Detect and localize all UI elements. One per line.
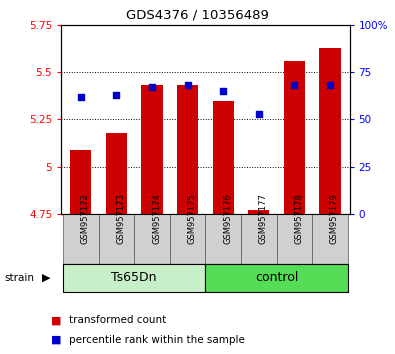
Bar: [177, 85, 198, 214]
Bar: [134, 214, 170, 264]
Point: [149, 85, 155, 90]
Bar: [213, 101, 234, 214]
Bar: [312, 214, 348, 264]
Bar: [70, 150, 92, 214]
Text: ■: ■: [51, 315, 62, 325]
Point: [184, 82, 191, 88]
Point: [291, 82, 297, 88]
Text: transformed count: transformed count: [69, 315, 166, 325]
Text: GSM957178: GSM957178: [294, 193, 303, 244]
Bar: [170, 214, 205, 264]
Bar: [276, 214, 312, 264]
Text: GSM957175: GSM957175: [188, 193, 197, 244]
Bar: [284, 61, 305, 214]
Bar: [106, 133, 127, 214]
Bar: [63, 214, 99, 264]
Point: [220, 88, 226, 94]
Text: control: control: [255, 272, 298, 284]
Text: Ts65Dn: Ts65Dn: [111, 272, 157, 284]
Text: strain: strain: [4, 273, 34, 283]
Bar: [141, 85, 163, 214]
Bar: [205, 214, 241, 264]
Text: GSM957172: GSM957172: [81, 193, 90, 244]
Text: GSM957176: GSM957176: [223, 193, 232, 244]
Bar: [241, 214, 276, 264]
Point: [327, 82, 333, 88]
Text: GDS4376 / 10356489: GDS4376 / 10356489: [126, 9, 269, 22]
Text: ■: ■: [51, 335, 62, 345]
Bar: [99, 214, 134, 264]
Text: GSM957177: GSM957177: [259, 193, 268, 244]
Text: GSM957179: GSM957179: [330, 193, 339, 244]
Text: percentile rank within the sample: percentile rank within the sample: [69, 335, 245, 345]
Text: ▶: ▶: [41, 273, 50, 283]
Point: [113, 92, 120, 98]
Bar: [63, 264, 205, 292]
Point: [78, 94, 84, 99]
Bar: [205, 264, 348, 292]
Point: [256, 111, 262, 116]
Text: GSM957174: GSM957174: [152, 193, 161, 244]
Text: GSM957173: GSM957173: [117, 193, 125, 244]
Bar: [319, 47, 340, 214]
Bar: [248, 210, 269, 214]
